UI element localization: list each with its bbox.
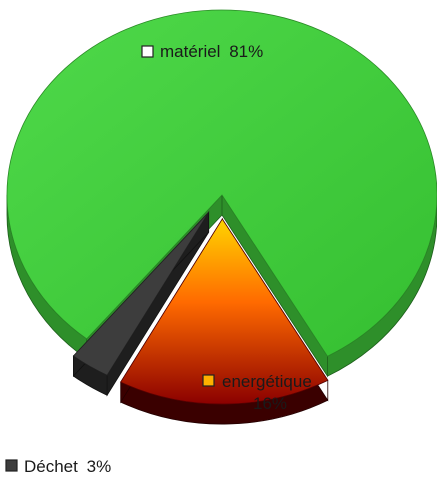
data-label-energetique: energétique 16% — [202, 372, 312, 413]
legend-square-energetique — [202, 374, 215, 387]
pie-slice-materiel-side — [6, 193, 437, 378]
slice-label-energetique: energétique — [222, 372, 312, 391]
slice-label-materiel: matériel — [160, 42, 220, 61]
pie-slice-dechet — [72, 210, 210, 397]
legend-square-materiel — [141, 45, 154, 58]
slice-value-dechet: 3% — [87, 457, 112, 476]
legend-square-dechet — [5, 459, 18, 472]
slice-label-dechet: Déchet — [24, 457, 78, 476]
pie-slice-energetique-top — [120, 218, 329, 405]
data-label-materiel-text: matériel 81% — [160, 42, 263, 61]
slice-value-energetique: 16% — [253, 394, 287, 413]
pie-slice-materiel-top — [6, 9, 437, 357]
data-label-materiel: matériel 81% — [141, 42, 263, 61]
pie-slice-energetique — [120, 217, 329, 425]
pie-slice-dechet-top — [72, 211, 210, 376]
slice-value-materiel: 81% — [229, 42, 263, 61]
pie-slice-materiel — [6, 9, 437, 378]
data-label-dechet: Déchet 3% — [5, 457, 111, 476]
data-label-dechet-text: Déchet 3% — [24, 457, 111, 476]
